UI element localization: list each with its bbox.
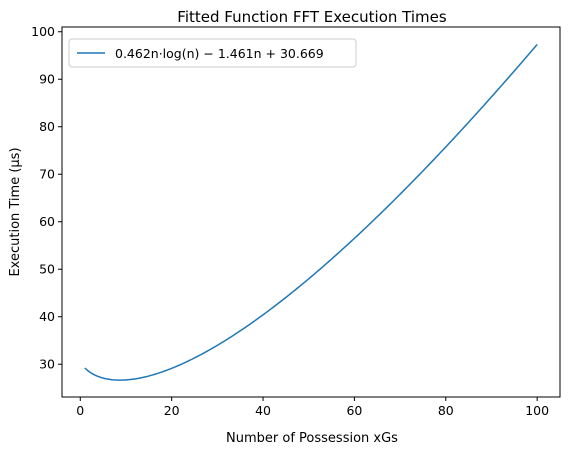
plot-area: [61, 26, 561, 398]
series-line: [84, 43, 538, 381]
y-tick-label: 40: [39, 309, 55, 324]
legend-entry-label: 0.462n·log(n) − 1.461n + 30.669: [115, 46, 324, 61]
x-tick-label: 60: [346, 403, 362, 418]
x-axis-label: Number of Possession xGs: [226, 431, 398, 446]
y-axis: 30 40 50 60 70 80 90 100: [31, 24, 62, 372]
plot-border: [61, 26, 561, 398]
y-tick-label: 50: [39, 262, 55, 277]
y-tick-label: 30: [39, 357, 55, 372]
x-axis: 0 20 40 60 80 100: [76, 397, 549, 418]
chart-title: Fitted Function FFT Execution Times: [177, 8, 447, 26]
x-tick-label: 0: [76, 403, 84, 418]
y-tick-label: 100: [31, 24, 55, 39]
y-tick-label: 60: [39, 214, 55, 229]
legend-box: [68, 38, 357, 68]
y-tick-label: 70: [39, 167, 55, 182]
x-tick-label: 20: [164, 403, 180, 418]
x-tick-label: 80: [438, 403, 454, 418]
x-tick-label: 100: [525, 403, 549, 418]
y-tick-label: 80: [39, 119, 55, 134]
y-axis-label: Execution Time (μs): [8, 147, 23, 276]
x-tick-label: 40: [255, 403, 271, 418]
legend: 0.462n·log(n) − 1.461n + 30.669: [68, 38, 357, 68]
y-tick-label: 90: [39, 72, 55, 87]
